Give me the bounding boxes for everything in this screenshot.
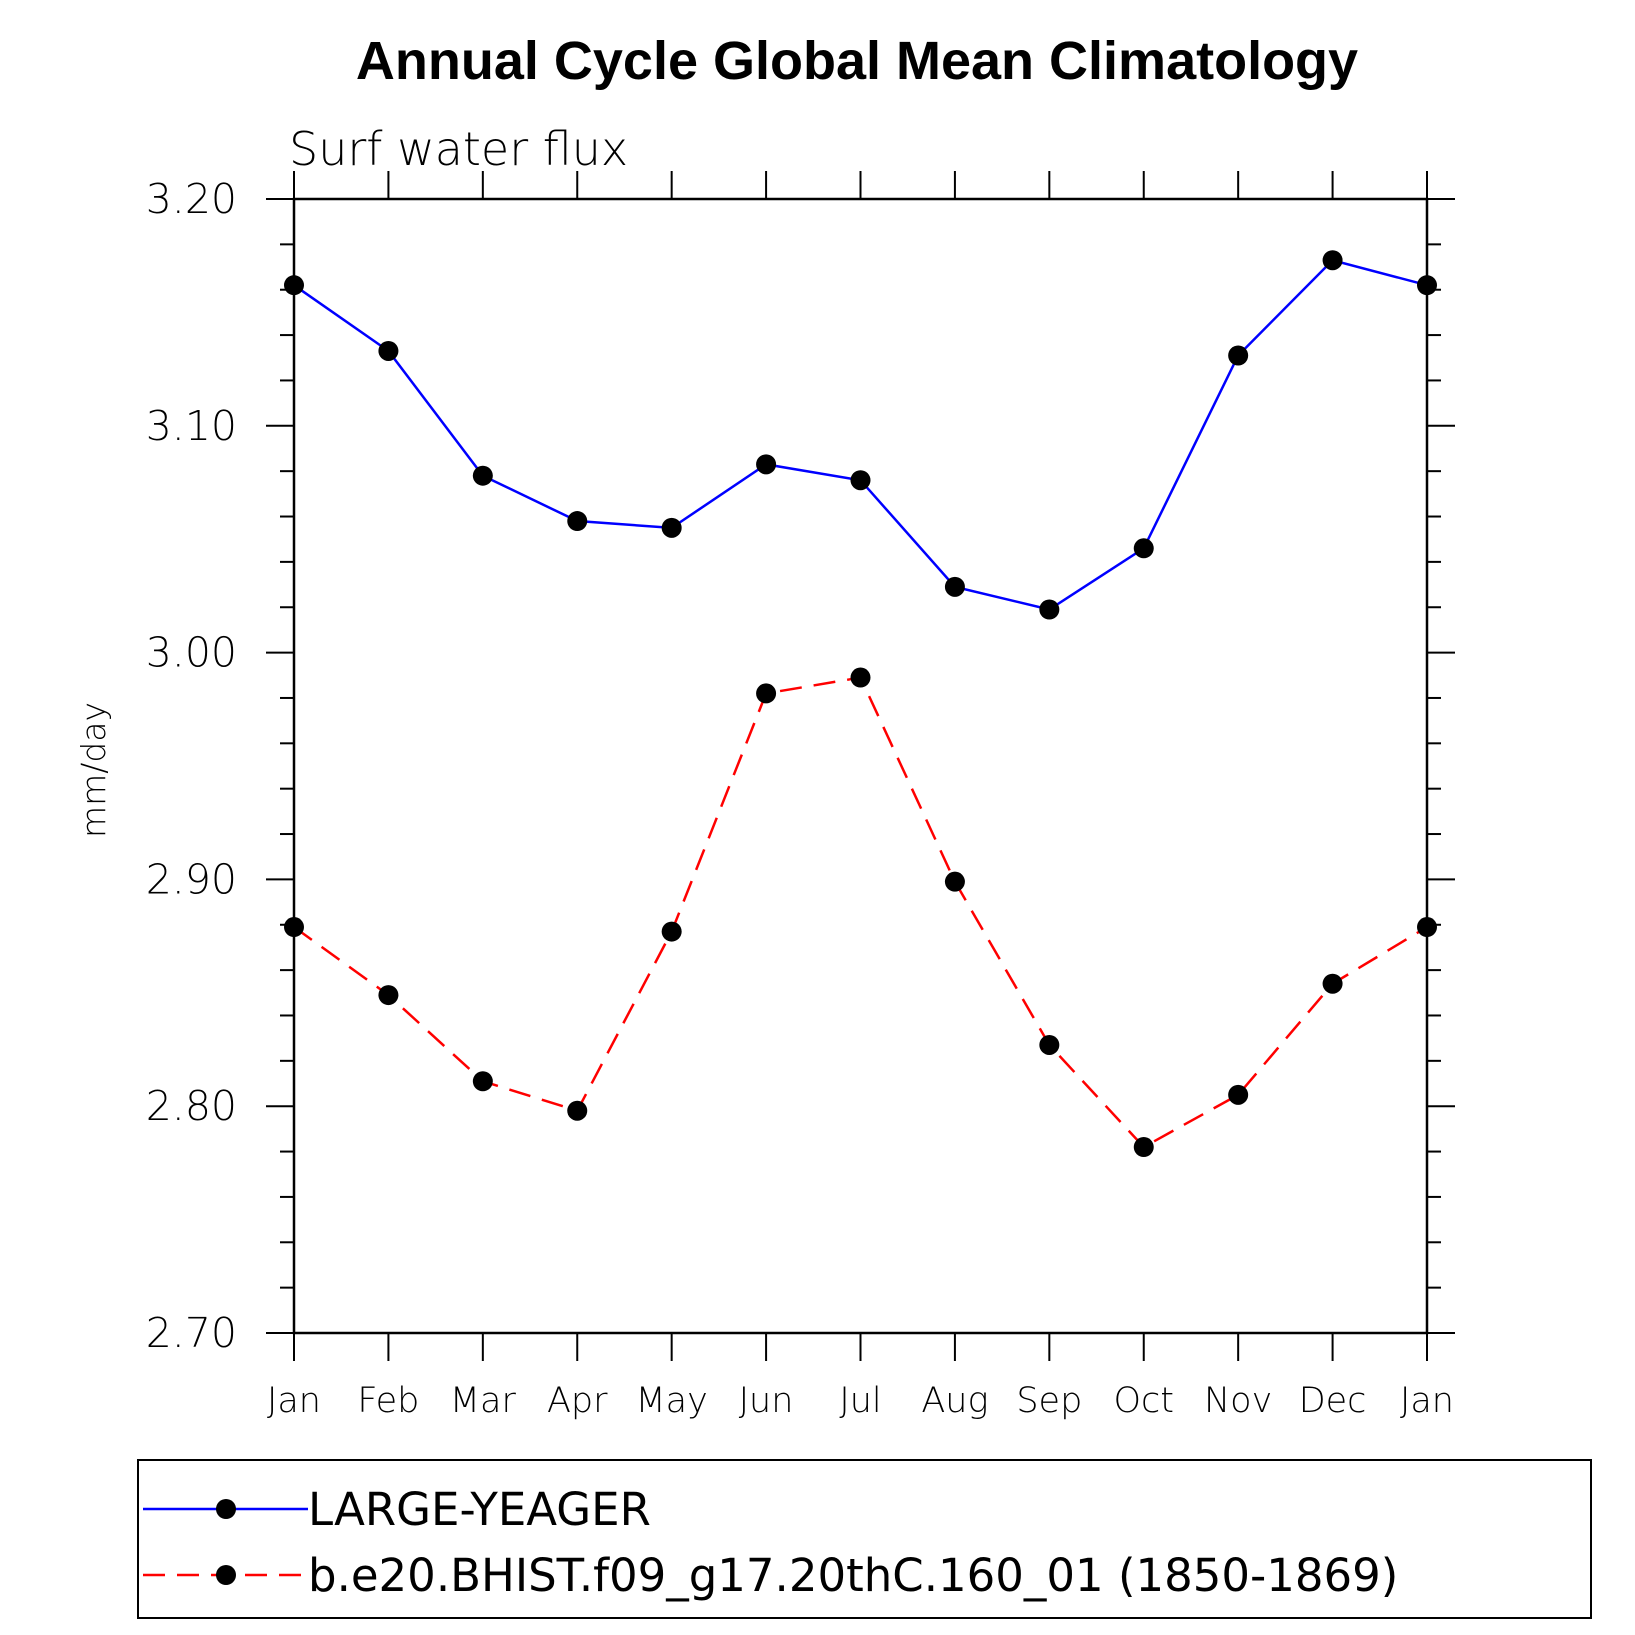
y-tick-label: 3.20 (146, 175, 237, 223)
x-tick-label: Jun (739, 1381, 794, 1421)
data-point (472, 1071, 493, 1092)
data-point (378, 985, 399, 1006)
legend-marker-2 (216, 1565, 236, 1585)
x-tick-label: Dec (1299, 1381, 1367, 1421)
data-point (944, 576, 965, 597)
data-point (378, 340, 399, 361)
series-group (284, 250, 1437, 1158)
series-1 (284, 250, 1437, 620)
data-point (472, 465, 493, 486)
legend: LARGE-YEAGER b.e20.BHIST.f09_g17.20thC.1… (137, 1459, 1592, 1619)
series-line (293, 258, 1428, 611)
x-tick-label: Sep (1016, 1381, 1082, 1421)
x-tick-label: Jan (267, 1381, 321, 1421)
y-tick-label: 3.00 (146, 629, 237, 677)
legend-label-1: LARGE-YEAGER (308, 1483, 651, 1536)
x-tick-label: May (635, 1381, 707, 1421)
x-tick-label: Aug (921, 1381, 988, 1421)
data-point (850, 470, 871, 491)
x-tick-label: Mar (450, 1381, 517, 1421)
data-point (661, 517, 682, 538)
legend-item-1: LARGE-YEAGER (143, 1483, 651, 1536)
data-point (1228, 1084, 1249, 1105)
x-tick-label: Oct (1113, 1381, 1174, 1421)
data-point (1322, 250, 1343, 271)
series-2 (284, 667, 1437, 1158)
data-point (756, 683, 777, 704)
y-axis-label: mm/day (74, 702, 113, 838)
data-point (1417, 275, 1437, 296)
data-point (850, 667, 871, 688)
data-point (1133, 1137, 1154, 1158)
legend-box (137, 1459, 1592, 1619)
y-tick-label: 2.70 (146, 1309, 237, 1357)
axes: 2.70 2.80 2.90 3.00 3.10 3.20 Jan Feb Mar Apr May J… (146, 171, 1455, 1421)
data-point (284, 275, 304, 296)
data-point (661, 921, 682, 942)
data-point (567, 511, 588, 532)
x-tick-label: Jan (1400, 1381, 1454, 1421)
plot-frame (292, 197, 1429, 1335)
y-tick-label: 2.80 (146, 1082, 237, 1130)
chart-subtitle: Surf water flux (289, 122, 628, 176)
series-line (293, 676, 1428, 1149)
data-point (1133, 538, 1154, 559)
y-tick-label: 2.90 (146, 855, 237, 903)
chart-title: Annual Cycle Global Mean Climatology (356, 31, 1358, 91)
legend-marker-1 (216, 1499, 236, 1519)
data-point (1322, 973, 1343, 994)
data-point (1228, 345, 1249, 366)
legend-item-2: b.e20.BHIST.f09_g17.20thC.160_01 (1850-1… (143, 1549, 1398, 1602)
x-tick-label: Jul (839, 1381, 881, 1421)
data-point (944, 871, 965, 892)
data-point (567, 1100, 588, 1121)
data-point (284, 917, 304, 938)
data-point (1417, 917, 1437, 938)
x-tick-label: Feb (357, 1381, 419, 1421)
x-tick-label: Nov (1204, 1381, 1272, 1421)
data-point (756, 454, 777, 475)
y-tick-label: 3.10 (146, 402, 237, 450)
data-point (1039, 599, 1060, 620)
x-tick-label: Apr (547, 1381, 608, 1421)
data-point (1039, 1034, 1060, 1055)
legend-label-2: b.e20.BHIST.f09_g17.20thC.160_01 (1850-1… (308, 1549, 1398, 1602)
